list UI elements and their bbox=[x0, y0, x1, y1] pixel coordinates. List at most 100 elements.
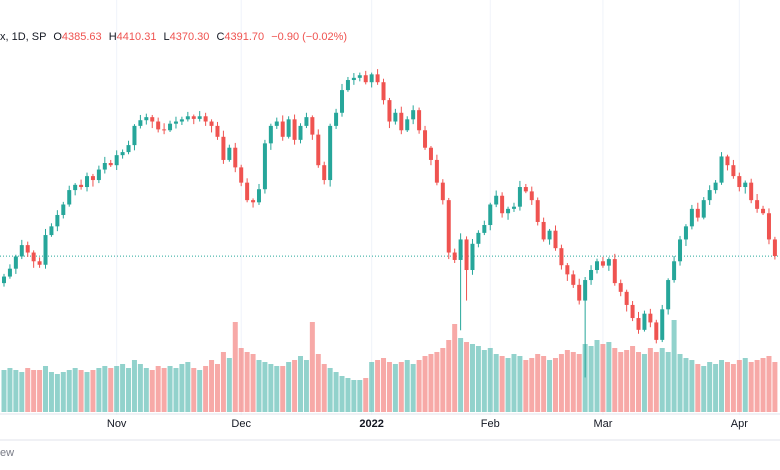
candle-body bbox=[191, 116, 196, 119]
candle-body bbox=[660, 309, 665, 340]
candle-body bbox=[672, 261, 677, 281]
candles bbox=[2, 69, 777, 378]
candle-body bbox=[363, 75, 368, 83]
x-tick-label: Feb bbox=[481, 418, 500, 430]
volume-bar bbox=[481, 350, 487, 412]
candle-body bbox=[90, 176, 95, 181]
volume-bar bbox=[689, 360, 695, 412]
candle-body bbox=[417, 110, 422, 131]
candle-body bbox=[772, 239, 777, 257]
candle-body bbox=[138, 120, 143, 126]
volume-bar bbox=[345, 378, 351, 412]
candle-body bbox=[446, 200, 451, 253]
volume-bar bbox=[736, 360, 742, 412]
volume-bar bbox=[505, 358, 511, 412]
candle-body bbox=[31, 252, 36, 262]
candle-body bbox=[535, 200, 540, 222]
volume-bar bbox=[232, 322, 238, 412]
candle-body bbox=[162, 129, 167, 131]
candle-body bbox=[618, 283, 623, 292]
candle-body bbox=[251, 200, 256, 203]
volume-bar bbox=[719, 360, 725, 412]
volume-bar bbox=[618, 352, 624, 412]
volume-bar bbox=[203, 366, 209, 412]
candle-body bbox=[73, 184, 78, 191]
volume-bar bbox=[582, 344, 588, 412]
volume-bar bbox=[143, 368, 149, 412]
volume-bar bbox=[428, 354, 434, 412]
volume-bar bbox=[303, 360, 309, 412]
x-tick-label: Dec bbox=[231, 418, 251, 430]
candle-body bbox=[114, 155, 119, 166]
volume-bar bbox=[327, 368, 333, 412]
volume-bar bbox=[315, 354, 321, 412]
candle-body bbox=[393, 112, 398, 122]
volume-bar bbox=[126, 368, 132, 412]
volume-bar bbox=[333, 372, 339, 412]
candle-body bbox=[440, 182, 445, 201]
candle-body bbox=[215, 125, 220, 137]
x-tick-label: Apr bbox=[731, 418, 748, 430]
candle-body bbox=[316, 134, 321, 166]
candle-body bbox=[500, 195, 505, 214]
volume-bar bbox=[149, 370, 155, 412]
candle-body bbox=[571, 274, 576, 285]
volume-bar bbox=[558, 354, 564, 412]
volume-bar bbox=[78, 370, 84, 412]
candle-body bbox=[434, 159, 439, 183]
candle-body bbox=[61, 204, 66, 215]
volume-bar bbox=[48, 372, 54, 412]
volume-bar bbox=[707, 362, 713, 412]
volume-bar bbox=[564, 350, 570, 412]
candle-body bbox=[612, 259, 617, 284]
candle-body bbox=[737, 176, 742, 188]
volume-bar bbox=[167, 366, 173, 412]
volume-bar bbox=[469, 344, 475, 412]
candle-body bbox=[126, 145, 131, 153]
volume-bar bbox=[576, 354, 582, 412]
candle-body bbox=[666, 280, 671, 310]
volume-bar bbox=[665, 352, 671, 412]
volume-bar bbox=[155, 366, 161, 412]
volume-bar bbox=[197, 370, 203, 412]
volume-bar bbox=[511, 354, 517, 412]
volume-bar bbox=[114, 366, 120, 412]
volume-bar bbox=[398, 362, 404, 412]
candle-body bbox=[328, 125, 333, 181]
volume-bar bbox=[475, 346, 481, 412]
candle-body bbox=[707, 190, 712, 201]
candle-body bbox=[340, 90, 345, 113]
volume-bar bbox=[659, 348, 665, 412]
grid bbox=[0, 0, 780, 415]
candle-body bbox=[761, 208, 766, 214]
candle-body bbox=[37, 261, 42, 265]
candle-body bbox=[565, 265, 570, 275]
volume-bar bbox=[701, 366, 707, 412]
volume-bar bbox=[636, 352, 642, 412]
volume-bar bbox=[683, 358, 689, 412]
volume-bar bbox=[422, 356, 428, 412]
candle-body bbox=[369, 74, 374, 83]
candle-body bbox=[577, 284, 582, 301]
volume-bar bbox=[120, 364, 126, 412]
volume-bar bbox=[161, 368, 167, 412]
candle-body bbox=[7, 268, 12, 277]
candle-body bbox=[292, 119, 297, 140]
volume-bar bbox=[410, 364, 416, 412]
volume-bar bbox=[209, 360, 215, 412]
volume-bar bbox=[416, 360, 422, 412]
candle-body bbox=[701, 200, 706, 218]
volume-bar bbox=[256, 360, 262, 412]
volume-bar bbox=[381, 358, 387, 412]
volume-bar bbox=[214, 364, 220, 412]
volume-bar bbox=[19, 372, 25, 412]
candle-body bbox=[108, 163, 113, 166]
volume-bar bbox=[185, 362, 191, 412]
candle-body bbox=[19, 245, 24, 257]
candle-body bbox=[648, 313, 653, 323]
volume-bar bbox=[523, 360, 529, 412]
candle-body bbox=[559, 248, 564, 266]
candle-body bbox=[523, 187, 528, 192]
candle-body bbox=[387, 100, 392, 122]
